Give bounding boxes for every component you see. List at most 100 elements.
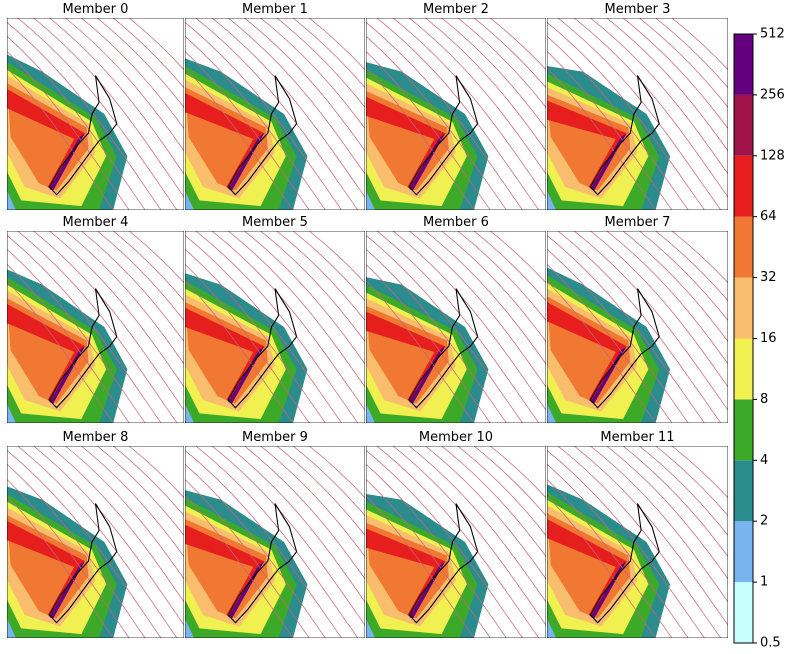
isobar <box>49 231 184 388</box>
isobar <box>606 231 728 365</box>
isobar <box>590 446 728 603</box>
colorbar-segment <box>734 94 753 156</box>
isobar <box>292 446 365 517</box>
colorbar-segment <box>734 34 753 95</box>
panel-title: Member 1 <box>242 2 308 17</box>
isobar <box>97 446 184 536</box>
isobar <box>195 231 359 423</box>
isobar <box>457 446 546 536</box>
isobar <box>547 50 673 210</box>
isobar <box>441 18 546 130</box>
coastline <box>48 288 118 409</box>
coastline <box>48 75 118 196</box>
isobar <box>366 50 491 210</box>
isobar <box>276 446 365 536</box>
isobar <box>49 18 184 175</box>
coastline <box>589 288 660 409</box>
isobar <box>81 18 184 130</box>
isobar <box>366 263 491 423</box>
isobar <box>547 35 689 210</box>
isobar <box>211 18 365 198</box>
isobar <box>17 231 178 423</box>
isobar <box>185 35 326 210</box>
isobar <box>376 18 540 210</box>
isobar <box>557 18 722 210</box>
isobar <box>260 18 365 130</box>
isobar <box>7 67 114 210</box>
isobar <box>185 21 342 210</box>
map-panel <box>7 18 184 210</box>
colorbar-segment <box>734 277 753 339</box>
isobar <box>227 231 365 388</box>
isobar <box>457 18 546 108</box>
isobar <box>366 449 523 638</box>
colorbar-tick-label: 128 <box>760 148 785 163</box>
isobar <box>655 231 728 302</box>
isobar <box>260 446 365 558</box>
isobar <box>244 446 365 580</box>
coastline <box>227 288 298 409</box>
panel-title: Member 3 <box>605 2 671 17</box>
isobar <box>276 18 365 108</box>
isobar <box>366 280 475 423</box>
isobar <box>547 263 673 423</box>
isobar <box>671 446 728 499</box>
isobar <box>112 18 184 89</box>
isobar <box>292 18 365 89</box>
isobar <box>7 234 162 423</box>
isobar <box>185 263 310 423</box>
isobar <box>65 446 184 580</box>
isobar <box>7 21 162 210</box>
colorbar-tick-label: 0.5 <box>760 636 781 651</box>
isobar <box>366 248 507 423</box>
map-panel <box>7 231 184 423</box>
colorbar-segment <box>734 582 753 643</box>
isobar <box>547 495 656 638</box>
isobar <box>408 231 546 388</box>
colorbar-segment <box>734 216 753 278</box>
isobar <box>185 495 294 638</box>
isobar <box>408 18 546 175</box>
isobar <box>185 463 326 638</box>
isobar <box>489 18 546 71</box>
isobar <box>639 231 728 321</box>
isobar <box>195 446 359 638</box>
isobar <box>65 18 184 152</box>
panel-title: Member 8 <box>63 430 129 445</box>
isobar <box>81 446 184 558</box>
isobar <box>489 446 546 499</box>
isobar <box>671 18 728 71</box>
isobar <box>7 280 114 423</box>
isobar <box>655 446 728 517</box>
isobar <box>308 231 365 284</box>
colorbar-segment <box>734 521 753 583</box>
isobar <box>292 231 365 302</box>
isobar <box>7 463 146 638</box>
isobar <box>573 18 728 198</box>
colorbar-segment <box>734 460 753 522</box>
coastline <box>589 503 660 624</box>
map-panel <box>547 446 728 638</box>
colorbar-tick-label: 8 <box>760 392 768 407</box>
isobar <box>7 263 130 423</box>
isobar <box>185 449 342 638</box>
isobar <box>489 231 546 284</box>
colorbar-tick-label: 256 <box>760 87 785 102</box>
isobar <box>590 231 728 388</box>
isobar <box>97 231 184 321</box>
isobar <box>7 50 130 210</box>
isobar <box>112 231 184 302</box>
map-panel <box>366 446 546 638</box>
isobar <box>557 446 722 638</box>
map-panel <box>185 231 365 423</box>
isobar <box>366 67 475 210</box>
colorbar-tick-label: 2 <box>760 514 768 529</box>
coastline <box>408 288 479 409</box>
isobar <box>547 463 689 638</box>
isobar <box>276 231 365 321</box>
isobar <box>473 231 546 302</box>
colorbar-tick-label: 64 <box>760 209 777 224</box>
isobar <box>622 18 728 130</box>
isobar <box>547 234 705 423</box>
